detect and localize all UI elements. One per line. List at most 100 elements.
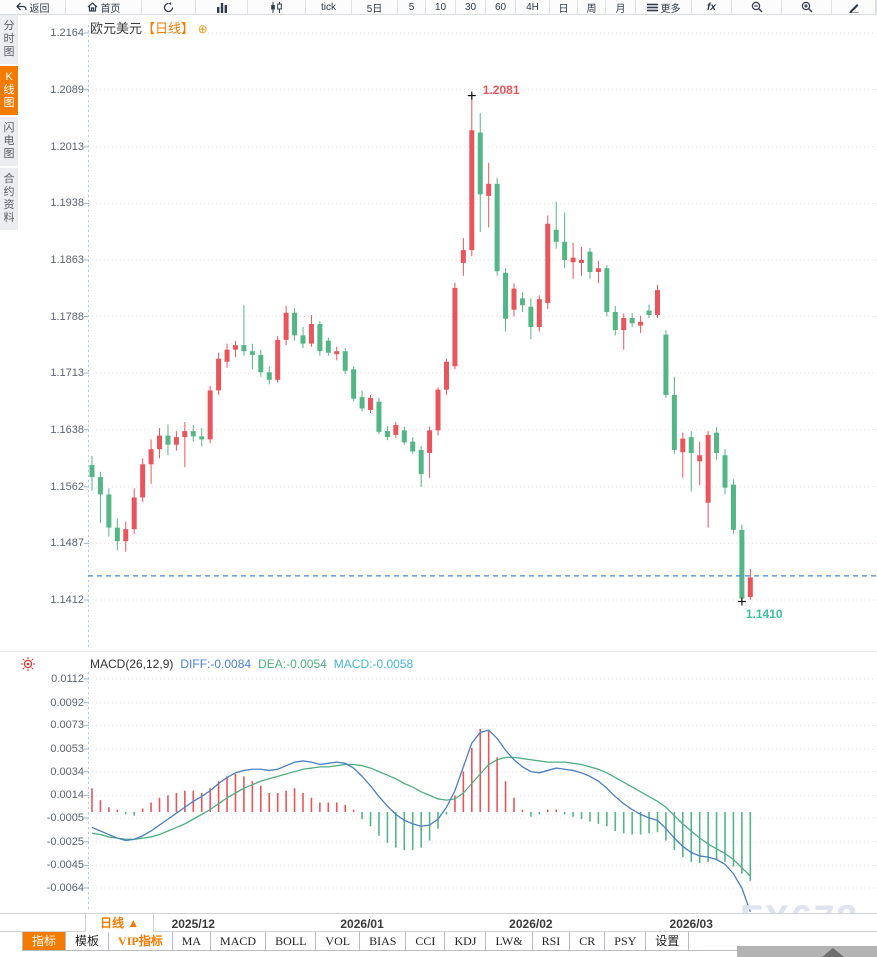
add-overlay-icon[interactable]: ⊕: [197, 22, 208, 36]
macd-diff-value: DIFF:-0.0084: [180, 657, 252, 671]
period-month-button-label: 月: [615, 3, 626, 15]
tab-boll[interactable]: BOLL: [266, 932, 317, 951]
y-axis-label: 1.2089: [50, 83, 84, 96]
low-price-annotation: 1.1410: [745, 606, 783, 621]
period-day-button-label: 日: [558, 3, 569, 15]
period-5d-button-label: 5日: [366, 3, 383, 15]
y-axis-label: 1.1562: [50, 480, 84, 493]
tab-indicator[interactable]: 指标: [22, 932, 67, 951]
period-5d-button[interactable]: 5日: [352, 0, 398, 15]
x-axis-label: 2025/12: [171, 917, 215, 931]
period-selector-button[interactable]: 日线 ▲: [85, 914, 155, 932]
sidebar-item-time-share[interactable]: 分时图: [0, 15, 18, 64]
y-axis-label: 0.0092: [50, 696, 84, 709]
tab-psy[interactable]: PSY: [605, 932, 647, 951]
tab-template[interactable]: 模板: [66, 932, 110, 951]
y-axis-label: -0.0045: [46, 859, 84, 872]
date-axis-row: 日线 ▲: [0, 913, 877, 932]
tick-button[interactable]: tick: [306, 0, 352, 15]
period-5-button-label: 5: [408, 1, 415, 13]
period-30-button[interactable]: 30: [456, 0, 486, 15]
y-axis-label: 0.0073: [50, 719, 84, 732]
sidebar-item-flash-chart[interactable]: 闪电图: [0, 117, 18, 166]
tab-bias[interactable]: BIAS: [360, 932, 407, 951]
back-button-label: 返回: [29, 3, 50, 15]
macd-settings-sun-icon[interactable]: [20, 656, 36, 672]
tab-lwr[interactable]: LW&: [486, 932, 533, 951]
y-axis-label: 1.2013: [50, 140, 84, 153]
period-4h-button[interactable]: 4H: [516, 0, 550, 15]
y-axis-label: 1.1713: [50, 367, 84, 380]
indicator-fx-button-label: fx: [707, 1, 716, 13]
tab-settings[interactable]: 设置: [646, 932, 690, 951]
y-axis-label: 0.0034: [50, 765, 84, 778]
y-axis-label: 1.1412: [50, 594, 84, 606]
tab-ma[interactable]: MA: [172, 932, 212, 951]
macd-macd-value: MACD:-0.0058: [333, 657, 414, 671]
period-60-button[interactable]: 60: [486, 0, 516, 15]
scroll-arrow-icon: [822, 948, 844, 957]
indicator-tab-bar: 指标 模板 VIP指标 MA MACD BOLL VOL BIAS CCI KDJ LW& RSI CR…: [0, 932, 877, 951]
x-axis-label: 2026/01: [340, 917, 384, 931]
macd-dea-value: DEA:-0.0054: [258, 657, 327, 671]
sidebar-item-contract-info[interactable]: 合约资料: [0, 168, 18, 230]
home-button-label: 首页: [100, 3, 121, 15]
refresh-button[interactable]: [142, 0, 196, 15]
y-axis-label: 0.0014: [50, 789, 84, 802]
chart-title: 欧元美元【日线】 ⊕: [90, 18, 208, 37]
draw-button[interactable]: [832, 0, 876, 15]
y-axis-label: 0.0053: [50, 743, 84, 756]
tab-kdj[interactable]: KDJ: [445, 932, 487, 951]
macd-header: MACD(26,12,9) DIFF:-0.0084 DEA:-0.0054 MACD…: [90, 657, 413, 671]
y-axis-label: 1.1487: [50, 537, 84, 550]
bar-chart-icon: [216, 2, 228, 13]
x-axis-label: 2026/02: [509, 917, 553, 931]
period-month-button[interactable]: 月: [606, 0, 636, 15]
zoom-in-button[interactable]: [782, 0, 832, 15]
macd-params-label: MACD(26,12,9): [90, 657, 174, 671]
y-axis-label: 1.1863: [50, 253, 84, 266]
kline-chart-button[interactable]: [248, 0, 306, 15]
zoom-out-button[interactable]: [732, 0, 782, 15]
tab-cr[interactable]: CR: [570, 932, 606, 951]
more-button[interactable]: 更多: [636, 0, 692, 15]
high-price-annotation: 1.2081: [482, 82, 520, 97]
symbol-name: 欧元美元: [90, 21, 143, 36]
y-axis-label: -0.0025: [46, 835, 84, 848]
kline-chart-icon: [270, 1, 283, 13]
tab-vol[interactable]: VOL: [316, 932, 361, 951]
y-axis-label: -0.0005: [46, 811, 84, 824]
home-icon: [87, 2, 98, 12]
horizontal-scrollbar[interactable]: [737, 946, 877, 957]
tab-cci[interactable]: CCI: [406, 932, 446, 951]
back-button[interactable]: 返回: [0, 0, 66, 15]
y-axis-label: 1.1788: [50, 310, 84, 323]
tab-vip-indicator[interactable]: VIP指标: [109, 932, 173, 951]
period-week-button[interactable]: 周: [578, 0, 606, 15]
y-axis-label: 1.1938: [50, 197, 84, 210]
period-10-button-label: 10: [434, 1, 447, 13]
tab-rsi[interactable]: RSI: [532, 932, 571, 951]
period-10-button[interactable]: 10: [426, 0, 456, 15]
tab-macd[interactable]: MACD: [211, 932, 267, 951]
home-button[interactable]: 首页: [66, 0, 142, 15]
indicator-fx-button[interactable]: fx: [692, 0, 732, 15]
period-5-button[interactable]: 5: [398, 0, 426, 15]
bar-chart-button[interactable]: [196, 0, 248, 15]
more-icon: [646, 3, 658, 12]
period-day-button[interactable]: 日: [550, 0, 578, 15]
zoom-in-icon: [801, 1, 813, 13]
y-axis-label: 1.1638: [50, 423, 84, 436]
zoom-out-icon: [751, 1, 763, 13]
refresh-icon: [163, 1, 174, 13]
y-axis-label: 1.2164: [50, 27, 84, 39]
more-button-label: 更多: [660, 3, 681, 15]
y-axis-label: 0.0112: [51, 673, 84, 685]
period-week-button-label: 周: [586, 3, 597, 15]
x-axis-label: 2026/03: [669, 917, 713, 931]
top-toolbar: 返回 首页 tick 5日 5 10 30 60 4H 日 周 月 更多 fx: [0, 0, 877, 15]
